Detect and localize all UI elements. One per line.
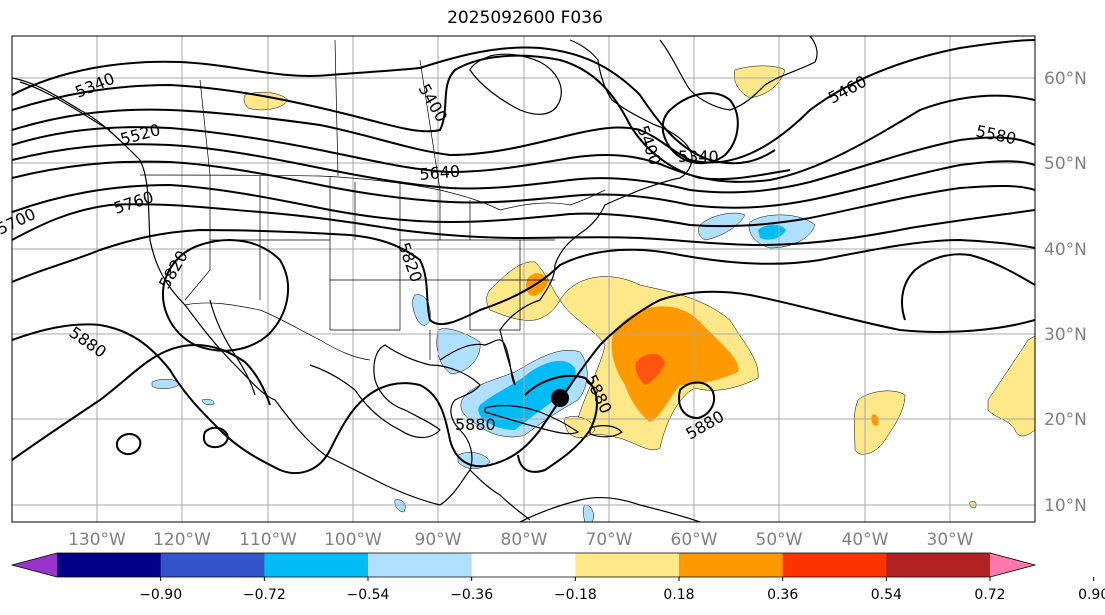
colorbar-segment: [886, 553, 991, 577]
latitude-labels: 60°N 50°N 40°N 30°N 20°N 10°N: [1044, 69, 1087, 516]
colorbar-tick-label: 0.54: [871, 587, 902, 603]
lat-label: 20°N: [1044, 410, 1087, 430]
contour-5880-main: [12, 290, 1035, 475]
contour-5640: [12, 160, 1035, 209]
hudson-bay-coast: [469, 53, 562, 115]
colorbar-tick-label: −0.36: [450, 587, 493, 603]
contour-5400: [12, 54, 791, 181]
lon-label: 110°W: [239, 530, 297, 550]
colorbar-segment: [575, 553, 680, 577]
colorbar-extend-low: [12, 553, 57, 577]
negative-anomaly-baja: [201, 398, 215, 406]
contour-5880-east: [901, 253, 1035, 321]
contour-label: 5640: [419, 162, 461, 184]
us-mexico-border: [184, 302, 371, 361]
colorbar-tick-label: −0.18: [554, 587, 597, 603]
contour-label: 5340: [678, 147, 719, 166]
positive-anomaly-alaska: [243, 92, 289, 111]
red-anomaly-atlantic: [635, 353, 665, 385]
colorbar-tick-label: −0.90: [139, 587, 182, 603]
colorbar-tick-label: 0.72: [974, 587, 1005, 603]
lat-label: 10°N: [1044, 496, 1087, 516]
contour-5880-small-a: [115, 433, 142, 456]
lon-label: 30°W: [927, 530, 974, 550]
south-america-coast: [519, 496, 701, 522]
contour-5880-caribbean: [517, 374, 598, 473]
coastlines: [12, 36, 818, 522]
negative-anomaly-southamerica: [582, 504, 594, 522]
colorbar-tick-label: 0.18: [663, 587, 694, 603]
contour-5820: [12, 228, 1035, 326]
positive-anomaly-greenland: [734, 65, 786, 99]
cuba-coast: [484, 405, 580, 435]
hispaniola-coast: [589, 425, 623, 438]
longitude-labels: 130°W 120°W 110°W 100°W 90°W 80°W 70°W 6…: [68, 530, 974, 550]
lon-label: 130°W: [68, 530, 126, 550]
gridlines: [12, 36, 1035, 522]
greenland-coast: [659, 36, 818, 111]
colorbar-tick-label: 0.36: [767, 587, 798, 603]
map-frame: [11, 35, 1036, 523]
lat-label: 30°N: [1044, 325, 1087, 345]
colorbar-tick-label: −0.72: [243, 587, 286, 603]
colorbar-tick-label: 0.90: [1078, 587, 1105, 603]
colorbar-segment: [782, 553, 887, 577]
contour-5580: [12, 136, 1035, 194]
lat-label: 50°N: [1044, 154, 1087, 174]
positive-anomaly-midatlantic: [854, 390, 906, 455]
lat-label: 60°N: [1044, 69, 1087, 89]
storm-marker: [551, 389, 569, 407]
negative-anomaly-gulf: [436, 328, 481, 375]
aleutian-coast: [19, 81, 111, 131]
colorbar-segment: [264, 553, 369, 577]
lon-label: 50°W: [756, 530, 803, 550]
contour-5760: [12, 203, 1035, 247]
orange-anomaly-atlantic: [611, 306, 739, 422]
north-america-coast: [12, 39, 693, 521]
lon-label: 60°W: [671, 530, 718, 550]
lon-label: 100°W: [324, 530, 382, 550]
colorbar-extend-high: [990, 553, 1035, 577]
map-title: 2025092600 F036: [447, 8, 603, 28]
negative-anomaly-centralamerica: [457, 452, 491, 469]
contour-5820-closed: [162, 239, 290, 352]
colorbar-outline: [10, 552, 1037, 578]
lat-label: 40°N: [1044, 240, 1087, 260]
lon-label: 120°W: [153, 530, 211, 550]
contour-label: 5880: [455, 415, 496, 434]
contour-5700: [12, 183, 1035, 228]
contour-5880-small-b: [202, 426, 229, 449]
colorbar-segment: [160, 553, 265, 577]
colorbar-segment: [368, 553, 473, 577]
colorbar: −0.90 −0.72 −0.54 −0.36 −0.18 0.18 0.36 0.54 0.7…: [10, 552, 1105, 603]
colorbar-tick-label: −0.54: [347, 587, 390, 603]
lon-label: 80°W: [501, 530, 548, 550]
lon-label: 40°W: [842, 530, 889, 550]
colorbar-segment: [57, 553, 162, 577]
contour-5520: [12, 94, 1035, 183]
lon-label: 90°W: [415, 530, 462, 550]
contour-5460: [12, 39, 1035, 164]
contour-5880-southwest: [12, 343, 271, 461]
lon-label: 70°W: [586, 530, 633, 550]
orange-anomaly-midatlantic: [871, 414, 879, 426]
colorbar-segment: [471, 553, 576, 577]
contour-5340-closed: [661, 92, 739, 165]
colorbar-segment: [679, 553, 784, 577]
contour-5880-island: [678, 381, 716, 420]
contour-5340: [12, 46, 776, 165]
height-contours: [12, 39, 1035, 475]
